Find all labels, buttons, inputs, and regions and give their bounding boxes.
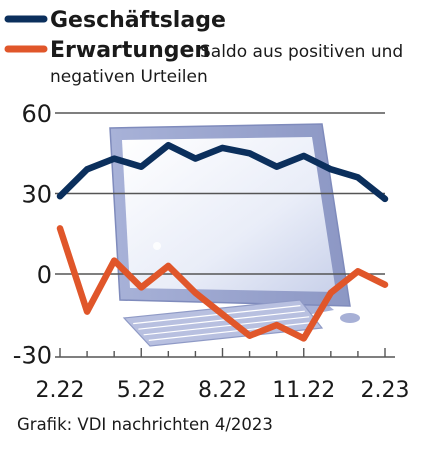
legend: Geschäftslage Erwartungen Saldo aus posi… [4, 8, 403, 87]
keyboard-row [133, 305, 301, 325]
computer-illustration [109, 123, 360, 347]
y-tick-label: -30 [13, 342, 52, 370]
legend-label-erwartungen: Erwartungen [50, 38, 210, 63]
series-line-geschaeftslage [56, 141, 389, 203]
source-credit: Grafik: VDI nachrichten 4/2023 [17, 415, 273, 434]
legend-note-line-1: Saldo aus positiven und [200, 42, 403, 62]
legend-label-geschaeftslage: Geschäftslage [50, 8, 226, 33]
legend-note-line-2: negativen Urteilen [50, 67, 208, 87]
y-tick-label: 0 [37, 261, 52, 289]
x-axis [55, 348, 395, 358]
x-tick-label: 5.22 [117, 378, 166, 403]
keyboard-row [148, 321, 314, 341]
x-tick-label: 8.22 [198, 378, 247, 403]
x-tick-label: 2.23 [361, 378, 410, 403]
x-tick-label: 2.22 [36, 378, 85, 403]
x-tick-label: 11.22 [272, 378, 335, 403]
series-lines [56, 141, 389, 342]
keyboard-row [138, 310, 305, 330]
y-tick-label: 60 [21, 100, 52, 128]
x-tick-labels: 2.22 5.22 8.22 11.22 2.23 [36, 378, 410, 403]
y-tick-label: 30 [21, 181, 52, 209]
y-tick-labels: 60 30 0 -30 [13, 100, 52, 370]
series-line-erwartungen [56, 225, 389, 342]
keyboard-row [143, 316, 310, 336]
